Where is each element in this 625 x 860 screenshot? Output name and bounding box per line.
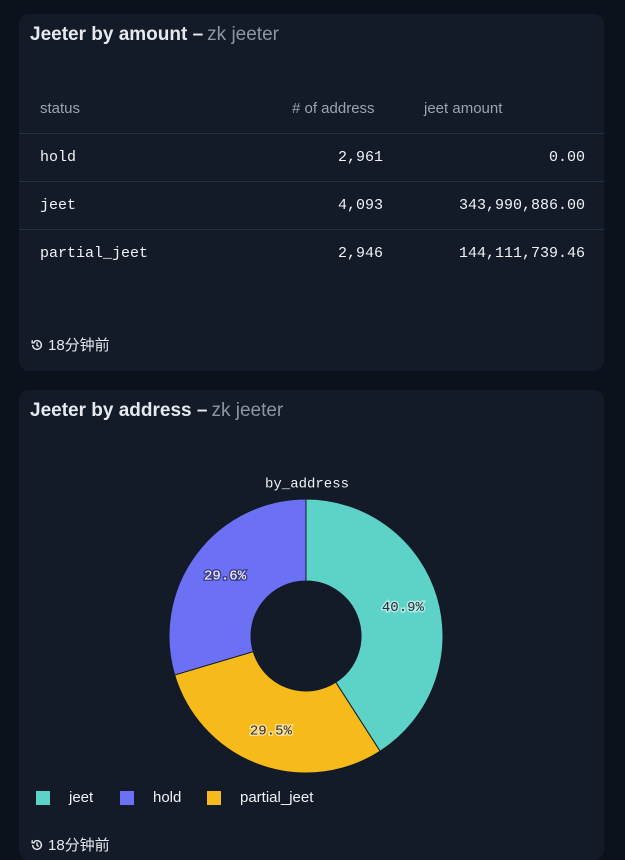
data-table: status # of address jeet amount hold 2,96…	[19, 84, 604, 277]
column-header[interactable]: status	[40, 100, 81, 117]
table-cell: partial_jeet	[19, 229, 291, 277]
card-subtitle[interactable]: zk jeeter	[211, 400, 284, 421]
card-footer: 18分钟前	[30, 334, 110, 355]
table-row: hold 2,961 0.00	[19, 133, 604, 182]
legend-label[interactable]: hold	[153, 789, 181, 806]
pie-slice	[174, 651, 381, 774]
table-card: Jeeter by amount – zk jeeter status # of …	[19, 14, 604, 371]
header-row: status # of address jeet amount	[19, 84, 604, 134]
table-cell: jeet	[19, 181, 291, 230]
card-header: Jeeter by address – zk jeeter	[30, 400, 283, 422]
table-row: partial_jeet 2,946 144,111,739.46	[19, 229, 604, 277]
table-cell: 343,990,886.00	[423, 181, 604, 230]
updated-time: 18分钟前	[48, 337, 110, 354]
data-label: 40.9%	[382, 600, 425, 616]
data-label: 29.5%	[250, 723, 293, 739]
table-row: jeet 4,093 343,990,886.00	[19, 181, 604, 230]
column-header[interactable]: # of address	[292, 100, 375, 117]
table-cell: 4,093	[291, 181, 423, 230]
legend-swatch	[120, 791, 134, 805]
card-title: Jeeter by amount –	[30, 24, 204, 45]
card-footer: 18分钟前	[30, 834, 110, 855]
table-cell: hold	[19, 133, 291, 182]
chart: by_address 40.9% 29.6% 29.5% jeet hold partia…	[36, 477, 444, 806]
chart-card: Jeeter by address – zk jeeter by_address …	[19, 390, 604, 860]
pie-slice	[168, 498, 307, 676]
legend-label[interactable]: partial_jeet	[240, 789, 314, 806]
table-cell: 2,946	[291, 229, 423, 277]
pie-slice	[305, 498, 444, 752]
history-icon	[31, 839, 43, 850]
chart-title: by_address	[265, 477, 349, 493]
legend-swatch	[36, 791, 50, 805]
table-cell: 144,111,739.46	[423, 229, 604, 277]
card-subtitle[interactable]: zk jeeter	[207, 24, 279, 45]
column-header[interactable]: jeet amount	[424, 100, 503, 117]
table-cell: 0.00	[423, 133, 604, 182]
table-cell: 2,961	[291, 133, 423, 182]
history-icon	[31, 339, 43, 350]
updated-time: 18分钟前	[48, 837, 110, 854]
legend-swatch	[207, 791, 221, 805]
card-header: Jeeter by amount – zk jeeter	[30, 24, 279, 46]
data-label: 29.6%	[204, 568, 247, 584]
card-title: Jeeter by address –	[30, 400, 208, 421]
legend-label[interactable]: jeet	[68, 789, 94, 806]
